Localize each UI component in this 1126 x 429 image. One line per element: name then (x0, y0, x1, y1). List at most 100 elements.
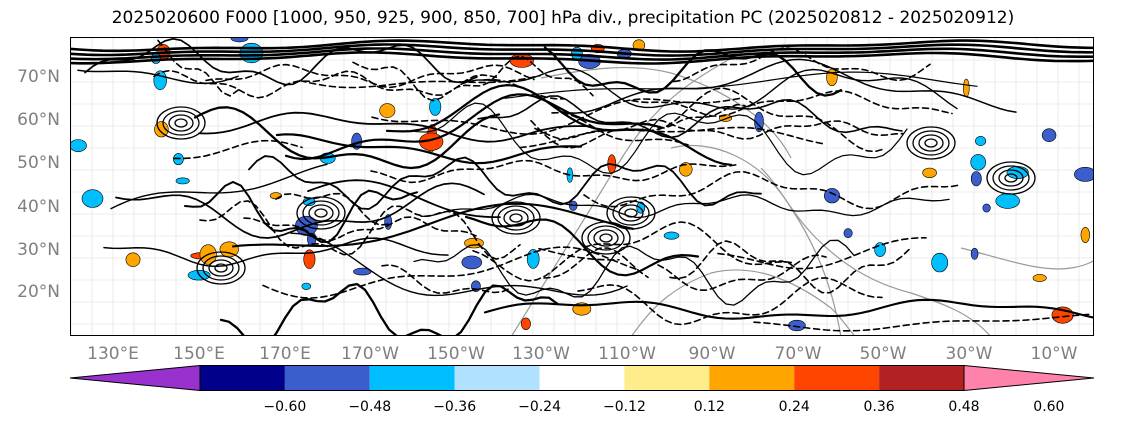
contour-line-dashed (648, 103, 746, 129)
colorbar-tick-label: −0.48 (348, 399, 392, 415)
divergence-map (71, 38, 1093, 335)
lon-label: 50°W (859, 344, 907, 364)
precip-patch (843, 228, 853, 239)
contour-ring (302, 200, 340, 226)
contour-line-dashed (153, 69, 499, 99)
contour-line (410, 102, 908, 176)
colorbar-tick-label: 0.12 (693, 399, 725, 415)
lat-label: 20°N (17, 282, 60, 302)
contour-line-dashed (371, 97, 741, 135)
precip-patch (81, 189, 104, 208)
contour-line-dashed (717, 237, 927, 270)
lon-label: 70°W (774, 344, 822, 364)
lat-label: 70°N (17, 67, 60, 87)
colorbar-tick-label: 0.24 (778, 399, 810, 415)
contour-line (248, 155, 762, 210)
lat-label: 40°N (17, 197, 60, 217)
precip-patch (269, 192, 282, 200)
coastline-arc (670, 144, 842, 335)
contour-line-dashed (669, 240, 911, 294)
contour-ring (618, 204, 644, 222)
lon-label: 130°W (512, 344, 570, 364)
contour-line-dashed (472, 221, 794, 282)
coastline-mexico (631, 269, 855, 335)
colorbar-segment (454, 365, 540, 391)
contour-ring (918, 134, 944, 152)
contour-ring (208, 259, 234, 277)
contour-ring (986, 161, 1036, 195)
contour-line (413, 239, 855, 306)
contour-ring (196, 251, 246, 285)
precip-patch (509, 53, 534, 68)
contour-ring (906, 126, 956, 160)
contour-line (103, 237, 449, 268)
contour-line (71, 51, 1093, 65)
divergence-contours (71, 38, 1093, 335)
contour-line (71, 39, 1093, 53)
contour-ring (599, 233, 613, 243)
precip-patch (1074, 167, 1093, 182)
colorbar-extend-low (70, 365, 201, 391)
coastline-atlantic (960, 247, 1093, 270)
contour-line-dashed (243, 216, 477, 241)
contour-line (71, 43, 1093, 57)
colorbar-tick-label: −0.60 (263, 399, 307, 415)
lon-label: 10°W (1030, 344, 1078, 364)
contour-line (559, 58, 1017, 114)
contour-ring (1004, 173, 1018, 183)
contour-line (290, 232, 628, 297)
map-title: 2025020600 F000 [1000, 950, 925, 900, 85… (111, 8, 1015, 28)
contour-line-dashed (753, 313, 1091, 332)
precip-patch (526, 249, 540, 269)
contour-ring (992, 165, 1030, 191)
contour-ring (202, 255, 240, 281)
precip-patch (175, 177, 190, 185)
colorbar-segment (879, 365, 964, 391)
precip-patch (301, 282, 312, 290)
contour-ring (998, 169, 1024, 187)
colorbar-segment (709, 365, 795, 391)
contour-ring (162, 110, 200, 136)
colorbar-tick-label: 0.48 (948, 399, 980, 415)
contour-ring (168, 114, 194, 132)
colorbar-segment (369, 365, 455, 391)
colorbar-outline (199, 365, 965, 391)
contour-line (385, 83, 733, 166)
colorbar-segment (624, 365, 710, 391)
contour-line-dashed (673, 46, 931, 83)
precip-patch (1006, 166, 1029, 179)
contour-ring (912, 130, 950, 156)
precip-patch (1032, 274, 1047, 282)
precip-patch (931, 252, 949, 273)
lon-label: 90°W (688, 344, 736, 364)
contour-line-dashed (352, 55, 594, 102)
contour-ring (624, 208, 638, 218)
precip-patch (982, 203, 991, 213)
precip-patch (1080, 227, 1090, 244)
precip-patch (970, 171, 982, 187)
colorbar-extend-high (963, 365, 1094, 391)
colorbar-segment (539, 365, 625, 391)
precip-patch (995, 193, 1020, 209)
precip-patch (379, 103, 396, 118)
colorbar-segment (200, 365, 285, 391)
contour-line-dashed (543, 247, 649, 279)
coastlines (511, 47, 1093, 335)
contour-ring (156, 106, 206, 140)
contour-line (231, 202, 635, 248)
colorbar-tick-label: −0.12 (602, 399, 646, 415)
precip-patch (975, 136, 987, 147)
precip-patch (71, 139, 87, 152)
contour-ring (606, 196, 656, 230)
contour-line (198, 111, 592, 143)
contour-line-dashed (262, 246, 640, 299)
contour-line-dashed (583, 170, 961, 210)
contour-line-dashed (199, 200, 521, 260)
precip-patch (922, 167, 937, 178)
contour-line-dashed (551, 111, 689, 146)
precip-patch (520, 317, 531, 330)
contour-line-dashed (157, 39, 239, 97)
contour-ring (296, 196, 346, 230)
contour-ring (612, 200, 650, 226)
precip-patch (154, 121, 169, 138)
